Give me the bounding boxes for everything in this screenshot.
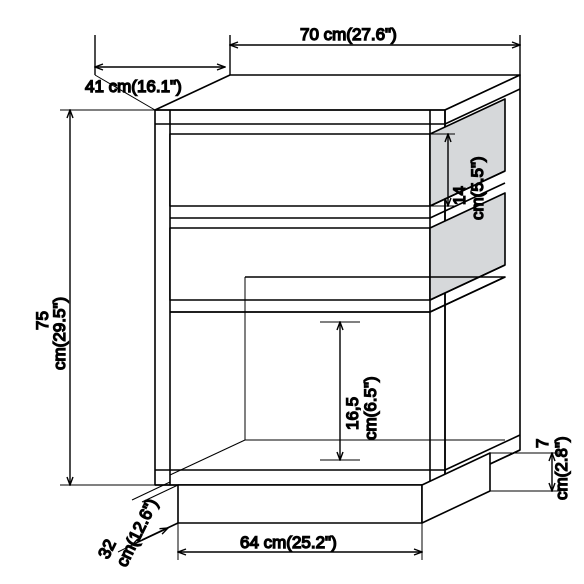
dim-drawer-h-a: 14 [450, 186, 469, 205]
dim-depth-top: 41 cm(16.1") [85, 77, 182, 96]
dim-base-width: 64 cm(25.2") [240, 533, 337, 552]
dimension-drawing: 70 cm(27.6") 41 cm(16.1") 75 cm(29.5") 1… [0, 0, 584, 584]
dim-open-h-a: 16,5 [343, 397, 362, 430]
dim-open-h-b: cm(6.5") [361, 376, 380, 440]
dim-base-h-a: 7 [533, 439, 552, 448]
dim-width-top: 70 cm(27.6") [300, 25, 397, 44]
dim-drawer-h-b: cm(5.5") [468, 156, 487, 220]
dim-base-depth-b: cm(12.6") [113, 496, 162, 570]
cabinet [142, 75, 520, 540]
dim-base-h-b: cm(2.8") [552, 436, 571, 500]
dim-height-left-b: cm(29.5") [50, 297, 69, 370]
